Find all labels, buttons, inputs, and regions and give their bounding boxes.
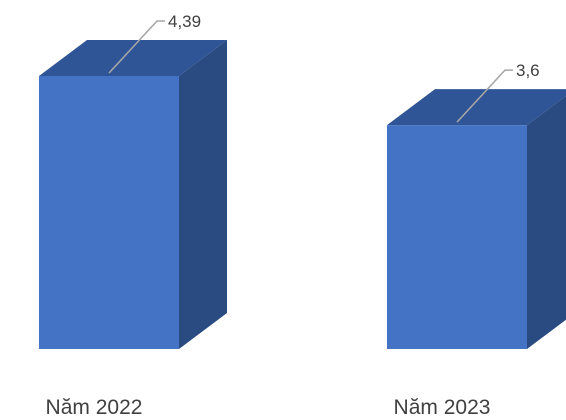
bar-side-0 [179, 40, 227, 349]
bar-0 [39, 76, 179, 349]
bar-side-1 [527, 95, 566, 349]
bars-group [39, 40, 566, 349]
bar-top-0 [39, 40, 227, 76]
labels-group: 4,39 Năm 2022 3,6 Năm 2023 [46, 12, 540, 419]
bar-1 [387, 125, 527, 349]
leader-line-0 [108, 20, 165, 74]
data-label-1: 3,6 [516, 61, 540, 80]
bar-top-1 [387, 89, 566, 126]
data-label-0: 4,39 [168, 12, 201, 31]
category-label-1: Năm 2023 [394, 396, 491, 419]
category-label-0: Năm 2022 [46, 396, 143, 419]
leader-line-1 [456, 69, 513, 123]
